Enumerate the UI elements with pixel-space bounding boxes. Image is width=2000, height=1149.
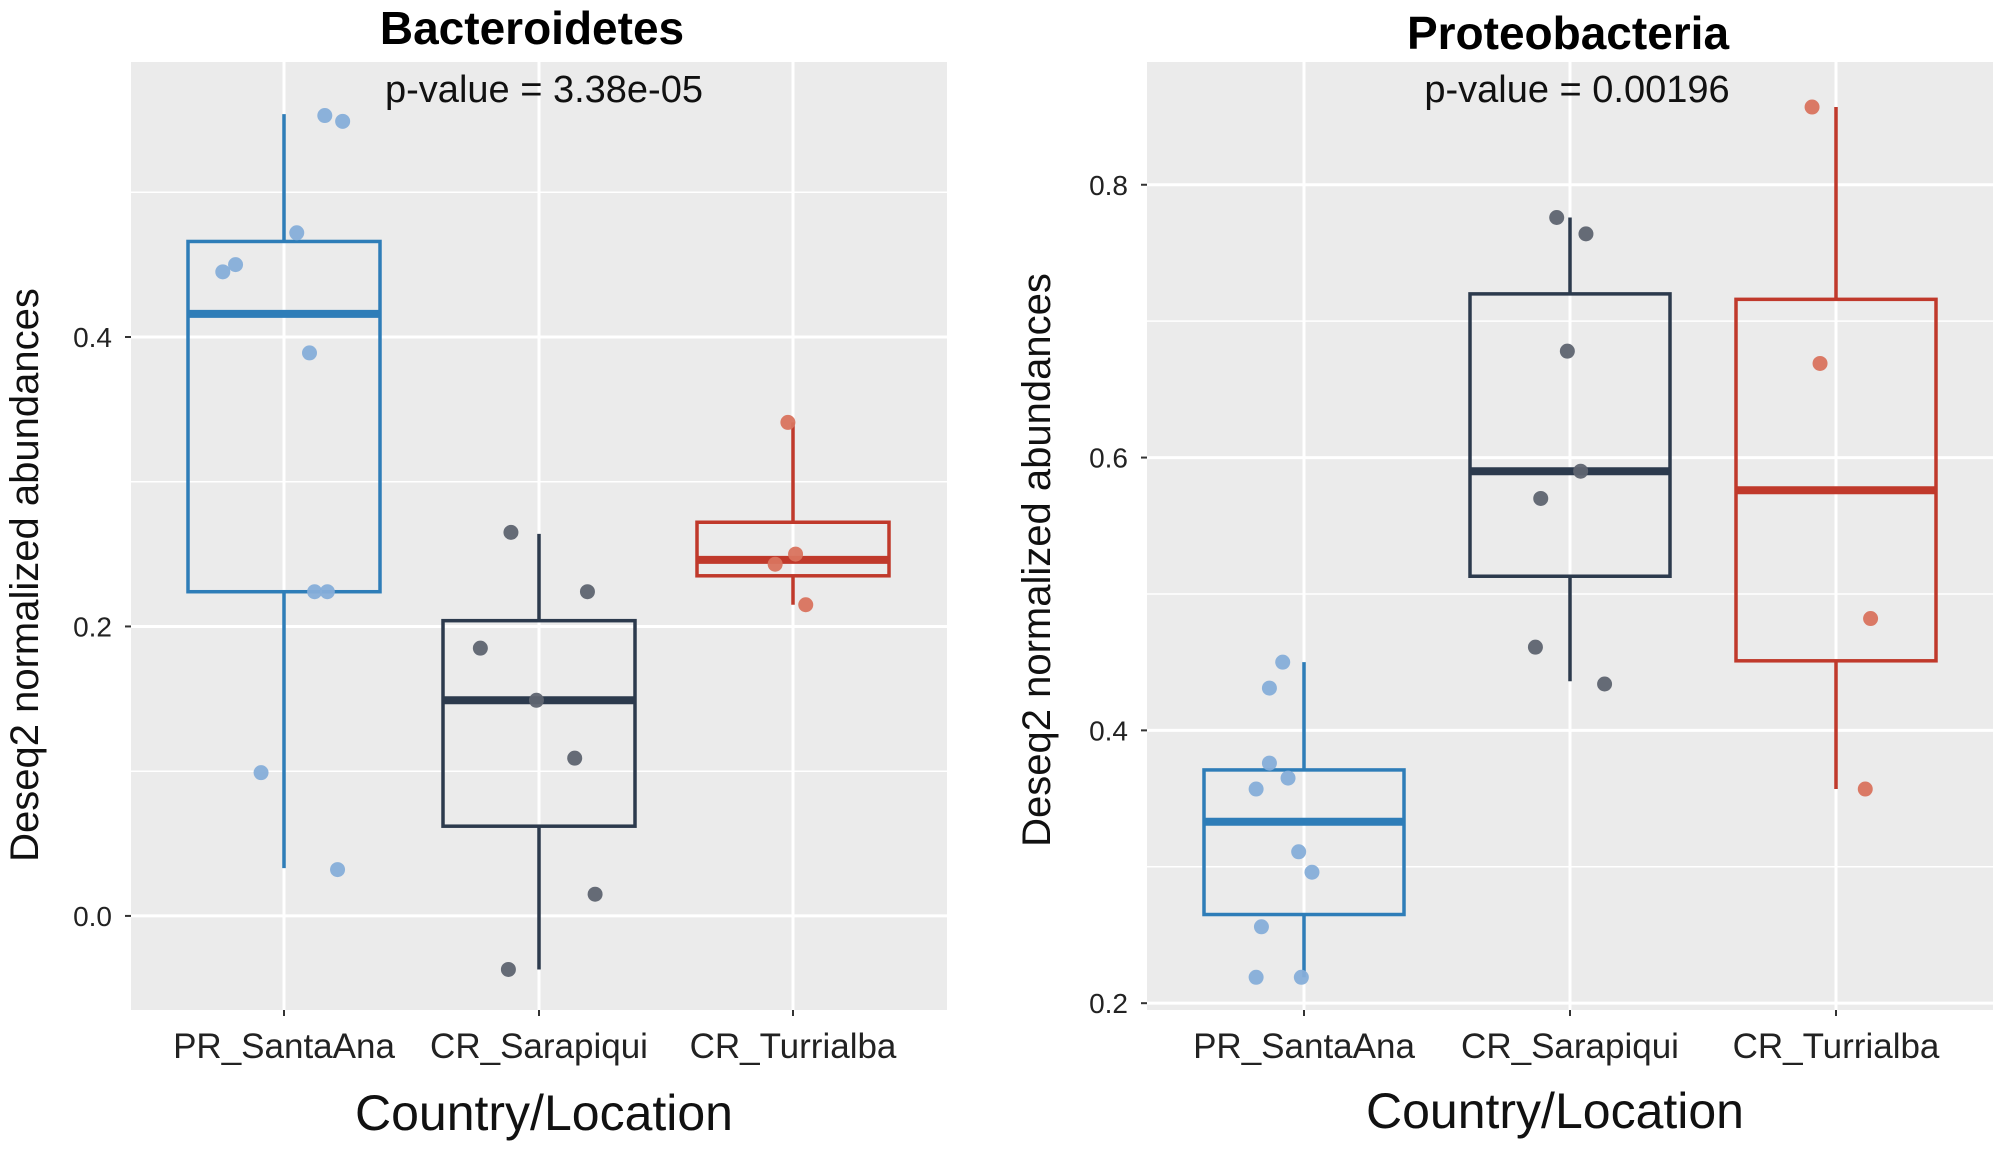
p-value-annotation: p-value = 3.38e-05 xyxy=(385,69,703,111)
y-tick-label: 0.6 xyxy=(1089,443,1128,474)
data-point xyxy=(302,345,317,361)
y-axis: 0.2 0.4 0.6 0.8 xyxy=(1089,170,1147,1019)
data-point xyxy=(798,597,814,613)
data-point xyxy=(579,584,595,600)
data-points xyxy=(215,108,814,977)
data-point xyxy=(1293,969,1309,985)
data-point xyxy=(1253,919,1269,935)
data-point xyxy=(228,257,244,273)
x-axis: PR_SantaAna CR_Sarapiqui CR_Turrialba xyxy=(1193,1010,1940,1066)
box xyxy=(186,239,382,594)
data-point xyxy=(1559,343,1575,359)
data-point xyxy=(335,113,351,129)
box xyxy=(1468,292,1672,578)
data-point xyxy=(289,225,305,241)
data-point xyxy=(1527,639,1543,655)
x-tick-label: CR_Turrialba xyxy=(690,1027,897,1066)
data-point xyxy=(1804,99,1820,115)
data-point xyxy=(253,765,269,781)
data-point xyxy=(1857,781,1873,797)
data-point xyxy=(307,584,323,600)
data-point xyxy=(1597,676,1613,692)
p-value-annotation: p-value = 0.00196 xyxy=(1424,69,1729,111)
data-point xyxy=(1291,844,1307,860)
boxplot-cr-sarapiqui xyxy=(1468,217,1672,682)
data-point xyxy=(1533,490,1549,506)
box xyxy=(441,618,637,828)
data-point xyxy=(215,264,231,280)
x-tick-label: CR_Sarapiqui xyxy=(1461,1027,1679,1066)
x-tick-label: CR_Sarapiqui xyxy=(430,1027,648,1066)
data-point xyxy=(1549,209,1565,225)
x-tick-label: PR_SantaAna xyxy=(1193,1027,1415,1066)
y-tick-label: 0.8 xyxy=(1089,170,1128,201)
data-point xyxy=(780,414,796,430)
data-point xyxy=(1280,770,1296,786)
y-tick-label: 0.2 xyxy=(73,611,112,642)
data-point xyxy=(1573,463,1589,479)
data-point xyxy=(767,556,783,572)
data-points xyxy=(1248,99,1879,985)
data-point xyxy=(587,886,603,902)
data-point xyxy=(1304,864,1320,880)
data-point xyxy=(528,692,544,708)
data-point xyxy=(319,584,335,600)
boxplots xyxy=(1202,107,1938,978)
data-point xyxy=(1248,969,1264,985)
y-axis-label: Deseq2 normalized abundances xyxy=(3,288,47,862)
box xyxy=(1202,768,1406,917)
data-point xyxy=(1863,611,1879,627)
y-tick-label: 0.0 xyxy=(73,901,112,932)
chart-title: Bacteroidetes xyxy=(380,2,684,54)
x-axis: PR_SantaAna CR_Sarapiqui CR_Turrialba xyxy=(173,1010,897,1066)
data-point xyxy=(567,750,583,766)
data-point xyxy=(788,546,804,562)
chart-bacteroidetes: Bacteroidetes Deseq2 normalized abundanc… xyxy=(3,2,947,1141)
x-tick-label: PR_SantaAna xyxy=(173,1027,395,1066)
box xyxy=(695,520,891,578)
data-point xyxy=(1261,755,1277,771)
y-axis: 0.0 0.2 0.4 xyxy=(73,322,131,932)
x-axis-label: Country/Location xyxy=(1366,1083,1744,1139)
y-tick-label: 0.4 xyxy=(1089,715,1128,746)
data-point xyxy=(317,108,333,124)
y-tick-label: 0.2 xyxy=(1089,988,1128,1019)
y-axis-label: Deseq2 normalized abundances xyxy=(1015,273,1059,847)
data-point xyxy=(1578,226,1594,242)
x-axis-label: Country/Location xyxy=(355,1085,733,1141)
box xyxy=(1734,297,1938,663)
data-point xyxy=(500,961,516,977)
data-point xyxy=(503,524,519,540)
data-point xyxy=(472,640,488,656)
boxplot-cr-turrialba xyxy=(1734,107,1938,790)
data-point xyxy=(1248,781,1264,797)
data-point xyxy=(330,862,346,878)
chart-proteobacteria: Proteobacteria Deseq2 normalized abundan… xyxy=(1015,7,1993,1139)
data-point xyxy=(1275,654,1291,670)
chart-title: Proteobacteria xyxy=(1407,7,1730,59)
data-point xyxy=(1812,355,1828,371)
y-tick-label: 0.4 xyxy=(73,322,112,353)
boxplot-pr-santaana xyxy=(186,114,382,869)
data-point xyxy=(1261,680,1277,696)
boxplot-pr-santaana xyxy=(1202,662,1406,978)
x-tick-label: CR_Turrialba xyxy=(1733,1027,1940,1066)
